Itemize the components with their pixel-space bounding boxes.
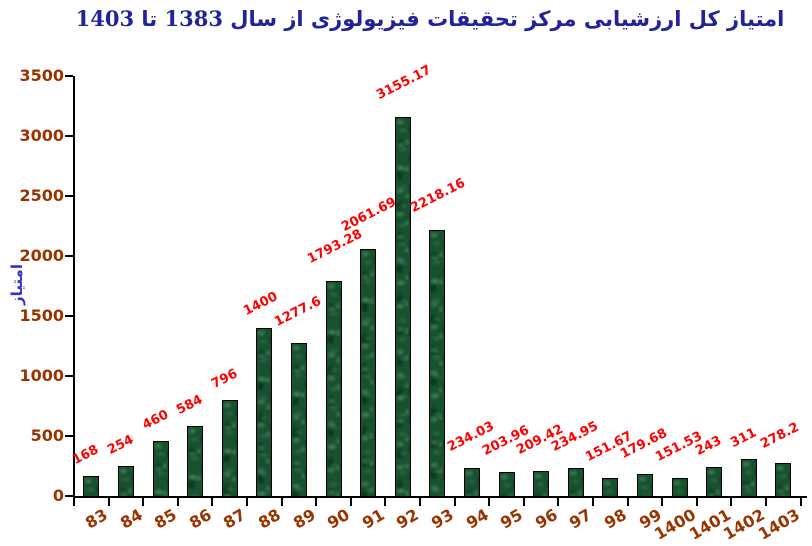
x-category-text: 85 bbox=[151, 505, 180, 533]
x-tick bbox=[695, 498, 698, 506]
x-tick bbox=[73, 498, 75, 506]
bar-value-text: 1277.6 bbox=[272, 294, 324, 331]
bar-value-text: 2218.16 bbox=[408, 175, 469, 216]
bar-value-text: 460 bbox=[139, 407, 171, 433]
x-tick bbox=[142, 498, 145, 506]
bar bbox=[706, 466, 723, 497]
x-tick bbox=[488, 498, 491, 506]
x-tick bbox=[557, 498, 560, 506]
bar bbox=[256, 328, 273, 497]
bar bbox=[567, 467, 584, 497]
x-category-text: 93 bbox=[428, 505, 457, 533]
chart-title: امتیاز کل ارزشیابی مرکز تحقیقات فیزیولوژ… bbox=[75, 6, 785, 31]
y-tick-label: 500 bbox=[30, 426, 64, 445]
bar bbox=[290, 342, 307, 497]
x-tick bbox=[211, 498, 214, 506]
x-category-text: 83 bbox=[82, 505, 111, 533]
x-tick bbox=[107, 498, 110, 506]
x-category-text: 89 bbox=[289, 505, 319, 533]
bar bbox=[602, 477, 619, 497]
bar bbox=[775, 462, 792, 497]
bar-value-text: 2061.69 bbox=[339, 194, 399, 235]
x-tick bbox=[522, 498, 525, 506]
bar bbox=[83, 475, 100, 497]
y-tick bbox=[65, 435, 73, 437]
x-category-text: 98 bbox=[601, 505, 630, 533]
x-category-text: 92 bbox=[393, 505, 423, 533]
x-category-text: 94 bbox=[462, 505, 492, 533]
x-category-text: 97 bbox=[566, 505, 596, 533]
bar bbox=[221, 400, 238, 497]
y-tick bbox=[65, 315, 73, 317]
x-tick bbox=[626, 498, 629, 506]
y-tick bbox=[65, 135, 73, 137]
bar-value-text: 796 bbox=[208, 366, 240, 393]
x-tick bbox=[765, 498, 767, 506]
bar bbox=[740, 458, 757, 497]
bar bbox=[429, 229, 446, 497]
bar bbox=[117, 465, 134, 497]
x-tick bbox=[246, 498, 248, 506]
y-tick-label: 3000 bbox=[19, 126, 64, 145]
bar-value-text: 278.2 bbox=[758, 419, 802, 452]
x-category-text: 84 bbox=[116, 505, 146, 533]
x-category-text: 95 bbox=[497, 505, 526, 533]
bar-value-text: 3155.17 bbox=[373, 63, 434, 104]
y-axis-line bbox=[73, 76, 75, 498]
bar-value-text: 254 bbox=[105, 431, 137, 458]
x-tick bbox=[419, 498, 421, 506]
x-category-text: 90 bbox=[324, 505, 353, 533]
y-tick bbox=[65, 495, 73, 497]
y-tick bbox=[65, 75, 73, 77]
bar bbox=[394, 117, 411, 497]
x-category-text: 87 bbox=[220, 505, 250, 533]
x-tick bbox=[730, 498, 733, 506]
x-tick bbox=[661, 498, 664, 506]
bar bbox=[533, 470, 550, 497]
bar bbox=[498, 471, 515, 497]
bar bbox=[325, 280, 342, 497]
y-tick-label: 1000 bbox=[19, 366, 64, 385]
y-tick-label: 2500 bbox=[19, 186, 64, 205]
y-tick bbox=[65, 255, 73, 257]
x-category-text: 88 bbox=[255, 505, 284, 533]
bar bbox=[360, 248, 377, 497]
bar-value-text: 311 bbox=[727, 424, 759, 451]
y-tick bbox=[65, 375, 73, 377]
x-tick bbox=[799, 498, 802, 506]
y-tick-label: 0 bbox=[52, 486, 64, 505]
bar bbox=[187, 425, 204, 497]
bar bbox=[152, 440, 169, 497]
x-tick bbox=[384, 498, 387, 506]
x-tick bbox=[453, 498, 456, 506]
y-tick bbox=[65, 195, 73, 197]
bar-value-text: 1793.28 bbox=[304, 226, 365, 267]
y-tick-label: 1500 bbox=[19, 306, 64, 325]
x-axis-line bbox=[73, 496, 807, 498]
x-category-text: 91 bbox=[358, 505, 388, 533]
x-tick bbox=[176, 498, 179, 506]
bar-value-text: 168 bbox=[70, 442, 102, 468]
x-tick bbox=[280, 498, 283, 506]
bar bbox=[463, 467, 480, 497]
y-tick-label: 3500 bbox=[19, 66, 64, 85]
x-category-text: 86 bbox=[185, 505, 215, 533]
x-tick bbox=[349, 498, 352, 506]
bar bbox=[636, 474, 653, 497]
x-tick bbox=[315, 498, 318, 506]
bar bbox=[671, 477, 688, 497]
x-category-text: 96 bbox=[531, 505, 561, 533]
x-tick bbox=[592, 498, 594, 506]
bar-value-text: 584 bbox=[174, 392, 206, 418]
y-tick-label: 2000 bbox=[19, 246, 64, 265]
